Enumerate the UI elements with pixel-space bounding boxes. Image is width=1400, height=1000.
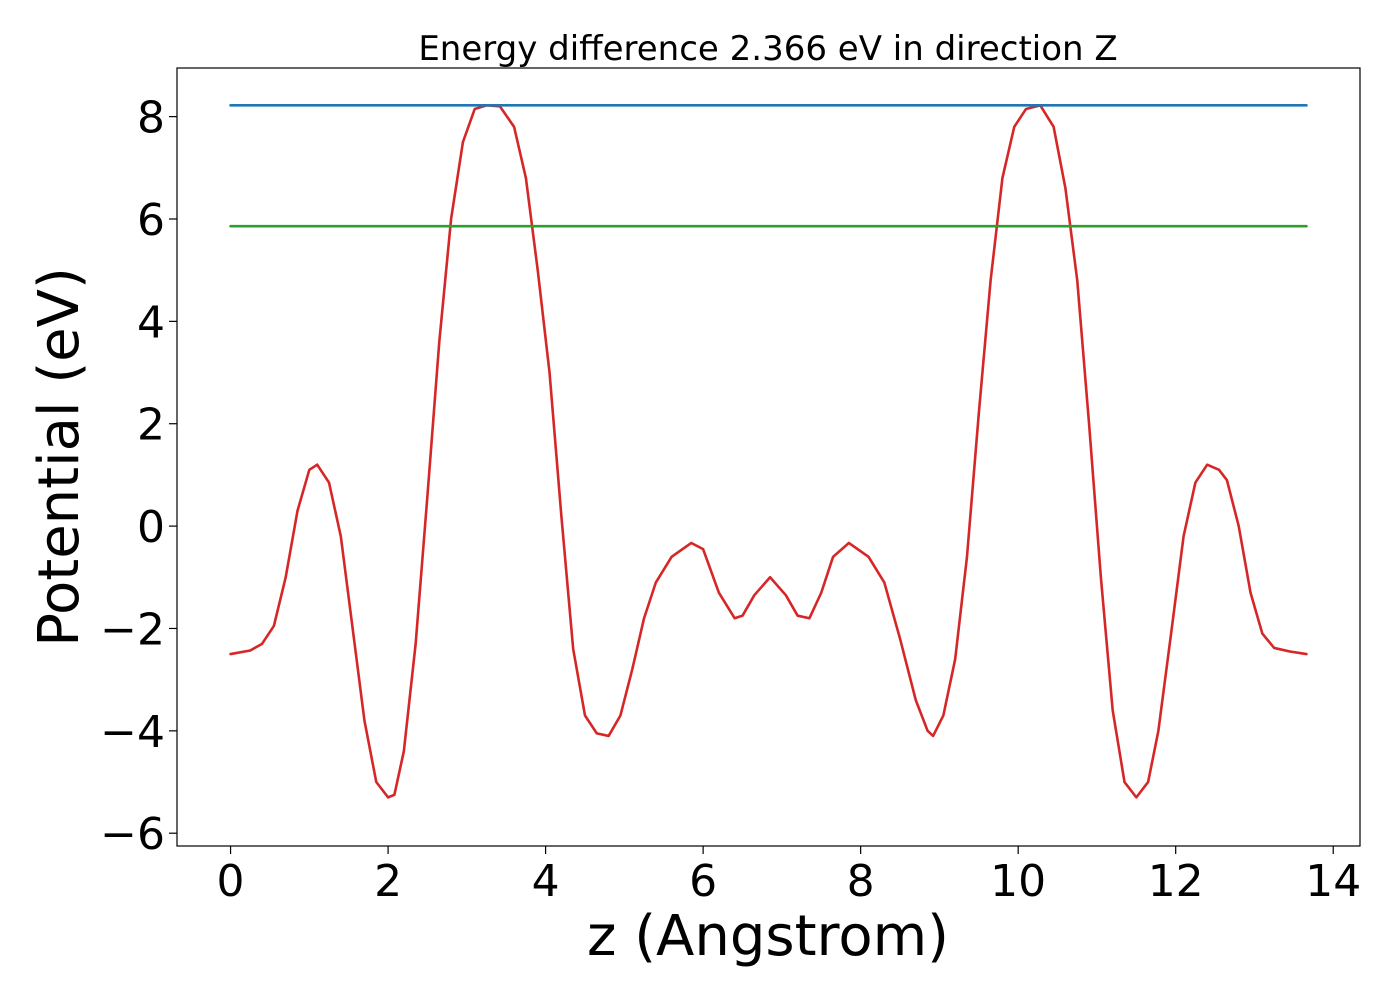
x-axis-label: z (Angstrom) xyxy=(587,904,949,969)
x-tick-label: 10 xyxy=(990,856,1046,907)
x-tick-label: 12 xyxy=(1148,856,1204,907)
series-layer xyxy=(229,104,1308,799)
y-axis: −6 −4 −2 0 2 4 6 8 xyxy=(100,93,177,860)
chart-title: Energy difference 2.366 eV in direction … xyxy=(418,29,1117,69)
y-tick-label: −6 xyxy=(100,809,165,860)
y-tick-label: 2 xyxy=(137,400,165,451)
x-tick-label: 0 xyxy=(217,856,245,907)
y-axis-label: Potential (eV) xyxy=(27,267,92,647)
y-tick-label: −2 xyxy=(100,604,165,655)
y-tick-label: 4 xyxy=(137,297,165,348)
x-tick-label: 6 xyxy=(689,856,717,907)
y-tick-label: −4 xyxy=(100,707,165,758)
x-tick-label: 2 xyxy=(374,856,402,907)
plot-frame xyxy=(176,67,1361,847)
series-line-0 xyxy=(229,104,1308,799)
x-axis: 0 2 4 6 8 10 12 14 xyxy=(217,846,1361,907)
x-tick-label: 14 xyxy=(1305,856,1361,907)
x-tick-label: 8 xyxy=(847,856,875,907)
x-tick-label: 4 xyxy=(532,856,560,907)
y-tick-label: 0 xyxy=(137,502,165,553)
y-tick-label: 8 xyxy=(137,93,165,144)
y-tick-label: 6 xyxy=(137,195,165,246)
